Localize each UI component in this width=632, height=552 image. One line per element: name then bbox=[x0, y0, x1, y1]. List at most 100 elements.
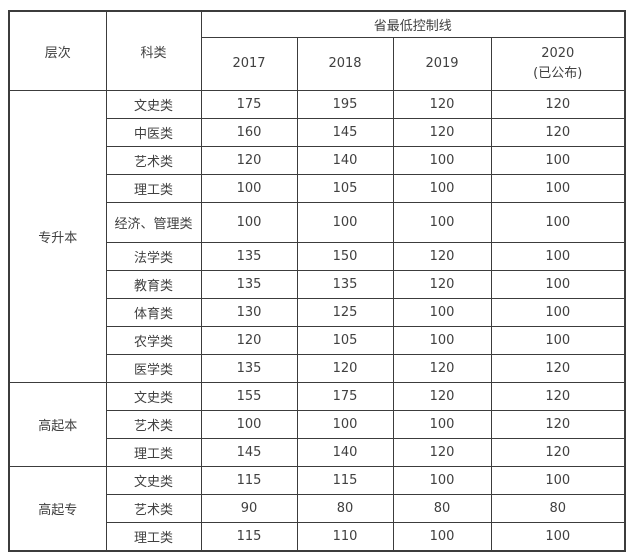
score-cell: 100 bbox=[392, 410, 492, 439]
score-cell: 135 bbox=[296, 270, 394, 299]
table-row: 理工类 100 105 100 100 bbox=[9, 174, 626, 203]
score-cell: 125 bbox=[296, 298, 394, 327]
table-row: 理工类 145 140 120 120 bbox=[9, 438, 626, 467]
score-cell: 100 bbox=[392, 466, 492, 495]
category-cell: 文史类 bbox=[105, 90, 202, 119]
score-cell: 100 bbox=[490, 466, 626, 495]
level-cell: 高起专 bbox=[8, 466, 107, 552]
table-row: 农学类 120 105 100 100 bbox=[9, 326, 626, 355]
score-cell: 120 bbox=[392, 382, 492, 411]
score-cell: 160 bbox=[200, 118, 298, 147]
level-cell: 高起本 bbox=[8, 382, 107, 467]
score-cell: 115 bbox=[296, 466, 394, 495]
category-cell: 法学类 bbox=[105, 242, 202, 271]
table-row: 法学类 135 150 120 100 bbox=[9, 242, 626, 271]
score-cell: 80 bbox=[392, 494, 492, 523]
score-cell: 100 bbox=[200, 174, 298, 203]
score-cell: 140 bbox=[296, 146, 394, 175]
category-cell: 教育类 bbox=[105, 270, 202, 299]
score-cell: 100 bbox=[490, 174, 626, 203]
score-cell: 145 bbox=[200, 438, 298, 467]
score-cell: 80 bbox=[296, 494, 394, 523]
table-row: 经济、管理类 100 100 100 100 bbox=[9, 202, 626, 243]
score-cell: 115 bbox=[200, 466, 298, 495]
header-level: 层次 bbox=[8, 10, 107, 91]
score-cell: 120 bbox=[490, 354, 626, 383]
category-cell: 艺术类 bbox=[105, 410, 202, 439]
table-row: 高起专 文史类 115 115 100 100 bbox=[8, 466, 626, 552]
category-cell: 艺术类 bbox=[105, 494, 202, 523]
header-category: 科类 bbox=[105, 10, 202, 91]
header-group-title: 省最低控制线 bbox=[200, 10, 626, 38]
table-row: 医学类 135 120 120 120 bbox=[9, 354, 626, 383]
score-cell: 100 bbox=[392, 522, 492, 552]
table-row: 艺术类 90 80 80 80 bbox=[9, 494, 626, 523]
score-cell: 100 bbox=[392, 202, 492, 243]
score-cell: 100 bbox=[490, 146, 626, 175]
score-cell: 145 bbox=[296, 118, 394, 147]
table-row: 高起本 文史类 155 175 120 120 bbox=[8, 382, 626, 467]
category-cell: 理工类 bbox=[105, 174, 202, 203]
table-header-row-years: 2017 2018 2019 2020 (已公布) bbox=[9, 37, 626, 91]
score-cell: 100 bbox=[392, 146, 492, 175]
year-header-2017: 2017 bbox=[200, 37, 298, 91]
score-cell: 120 bbox=[490, 382, 626, 411]
score-cell: 100 bbox=[490, 326, 626, 355]
score-cell: 100 bbox=[200, 202, 298, 243]
score-cell: 100 bbox=[200, 410, 298, 439]
category-cell: 医学类 bbox=[105, 354, 202, 383]
category-cell: 中医类 bbox=[105, 118, 202, 147]
category-cell: 艺术类 bbox=[105, 146, 202, 175]
score-cell: 150 bbox=[296, 242, 394, 271]
score-cell: 175 bbox=[296, 382, 394, 411]
score-cell: 100 bbox=[296, 410, 394, 439]
score-cell: 135 bbox=[200, 270, 298, 299]
year-header-2018: 2018 bbox=[296, 37, 394, 91]
table-header-row-top: 层次 科类 省最低控制线 bbox=[8, 10, 626, 91]
score-cell: 195 bbox=[296, 90, 394, 119]
category-cell: 经济、管理类 bbox=[105, 202, 202, 243]
category-cell: 文史类 bbox=[105, 466, 202, 495]
category-cell: 体育类 bbox=[105, 298, 202, 327]
score-cell: 100 bbox=[296, 202, 394, 243]
score-cell: 100 bbox=[490, 242, 626, 271]
score-cell: 105 bbox=[296, 174, 394, 203]
score-cell: 100 bbox=[490, 298, 626, 327]
score-cell: 130 bbox=[200, 298, 298, 327]
score-cell: 90 bbox=[200, 494, 298, 523]
score-cell: 100 bbox=[392, 298, 492, 327]
table-row: 教育类 135 135 120 100 bbox=[9, 270, 626, 299]
score-cell: 120 bbox=[392, 354, 492, 383]
score-cell: 100 bbox=[392, 174, 492, 203]
score-cell: 120 bbox=[392, 90, 492, 119]
score-cell: 175 bbox=[200, 90, 298, 119]
score-cell: 120 bbox=[392, 118, 492, 147]
year-header-2020: 2020 (已公布) bbox=[490, 37, 626, 91]
score-cell: 105 bbox=[296, 326, 394, 355]
score-cell: 120 bbox=[200, 146, 298, 175]
score-cell: 120 bbox=[490, 118, 626, 147]
score-cell: 115 bbox=[200, 522, 298, 552]
score-cell: 120 bbox=[490, 438, 626, 467]
score-cell: 120 bbox=[200, 326, 298, 355]
table-row: 专升本 文史类 175 195 120 120 bbox=[8, 90, 626, 383]
table-row: 艺术类 100 100 100 120 bbox=[9, 410, 626, 439]
score-cell: 135 bbox=[200, 354, 298, 383]
score-cell: 100 bbox=[490, 270, 626, 299]
score-cell: 110 bbox=[296, 522, 394, 552]
category-cell: 理工类 bbox=[105, 522, 202, 552]
year-header-2019: 2019 bbox=[392, 37, 492, 91]
category-cell: 文史类 bbox=[105, 382, 202, 411]
score-table: 层次 科类 省最低控制线 2017 2018 2019 2020 (已公布) 专升本 文史… bbox=[8, 10, 627, 552]
score-cell: 120 bbox=[296, 354, 394, 383]
score-cell: 140 bbox=[296, 438, 394, 467]
score-cell: 135 bbox=[200, 242, 298, 271]
score-cell: 100 bbox=[490, 202, 626, 243]
score-cell: 100 bbox=[392, 326, 492, 355]
score-cell: 80 bbox=[490, 494, 626, 523]
score-cell: 155 bbox=[200, 382, 298, 411]
score-cell: 120 bbox=[392, 438, 492, 467]
category-cell: 理工类 bbox=[105, 438, 202, 467]
category-cell: 农学类 bbox=[105, 326, 202, 355]
score-cell: 120 bbox=[490, 410, 626, 439]
